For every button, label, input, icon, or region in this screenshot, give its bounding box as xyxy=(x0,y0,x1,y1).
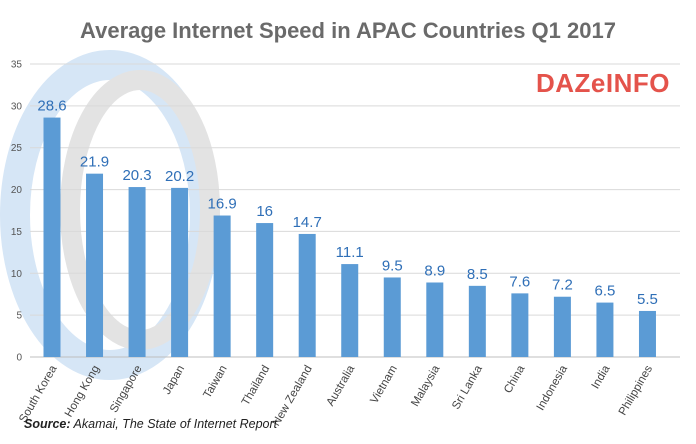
x-tick-label: Philippines xyxy=(617,363,655,417)
data-label: 16.9 xyxy=(208,196,237,213)
x-tick-label: China xyxy=(502,363,528,396)
x-tick-label: Malaysia xyxy=(409,363,442,409)
x-tick-label: Thailand xyxy=(240,364,272,408)
source-label: Source: xyxy=(24,417,71,431)
y-tick-label: 15 xyxy=(11,227,23,238)
data-label: 16 xyxy=(256,203,273,220)
dazeinfo-logo: DAZeINFO xyxy=(536,68,670,98)
x-tick-label: New Zealand xyxy=(271,364,315,429)
bar xyxy=(383,277,401,357)
data-label: 28.6 xyxy=(37,98,66,115)
bar xyxy=(43,117,61,357)
source-text: Akamai, The State of Internet Report xyxy=(70,417,278,431)
bar xyxy=(128,187,146,357)
x-tick-label: Vietnam xyxy=(368,364,399,406)
data-label: 9.5 xyxy=(382,257,403,274)
data-label: 8.5 xyxy=(467,266,488,283)
y-tick-label: 35 xyxy=(11,60,23,71)
bar xyxy=(298,233,316,357)
source-note: Source: Akamai, The State of Internet Re… xyxy=(24,417,277,431)
data-label: 21.9 xyxy=(80,154,109,171)
bar xyxy=(426,282,444,357)
data-label: 7.6 xyxy=(509,273,530,290)
bar xyxy=(256,223,274,357)
bar xyxy=(341,264,359,357)
x-tick-label: Taiwan xyxy=(201,364,229,401)
data-labels: 28.6 21.9 20.3 20.2 16.9 16 14.7 11.1 9.5 8.9 8.5 7… xyxy=(37,98,657,308)
chart-title: Average Internet Speed in APAC Countries… xyxy=(80,18,616,43)
bar xyxy=(86,173,104,357)
bars xyxy=(43,117,656,357)
bar xyxy=(638,310,656,357)
bar xyxy=(553,296,571,357)
x-tick-label: South Korea xyxy=(17,363,60,425)
bar xyxy=(468,285,486,357)
data-label: 11.1 xyxy=(336,244,364,261)
y-tick-label: 30 xyxy=(11,101,23,112)
y-axis-ticks: 0 5 10 15 20 25 30 35 xyxy=(11,60,23,364)
data-label: 7.2 xyxy=(552,277,573,294)
data-label: 5.5 xyxy=(637,291,658,308)
data-label: 8.9 xyxy=(424,262,445,279)
x-tick-label: Japan xyxy=(161,364,187,397)
bar xyxy=(171,187,189,357)
bar xyxy=(596,302,614,357)
y-tick-label: 25 xyxy=(11,143,23,154)
y-tick-label: 20 xyxy=(11,185,23,196)
x-tick-label: Sri Lanka xyxy=(450,363,485,412)
x-tick-label: India xyxy=(590,363,613,391)
x-tick-label: Australia xyxy=(325,363,358,408)
data-label: 14.7 xyxy=(293,214,322,231)
y-tick-label: 10 xyxy=(11,269,23,280)
data-label: 20.2 xyxy=(165,168,194,185)
data-label: 20.3 xyxy=(122,167,151,184)
bar xyxy=(511,293,529,357)
y-tick-label: 0 xyxy=(16,353,22,364)
data-label: 6.5 xyxy=(595,283,616,300)
y-tick-label: 5 xyxy=(16,311,22,322)
bar xyxy=(213,215,231,357)
x-tick-label: Indonesia xyxy=(535,363,571,413)
